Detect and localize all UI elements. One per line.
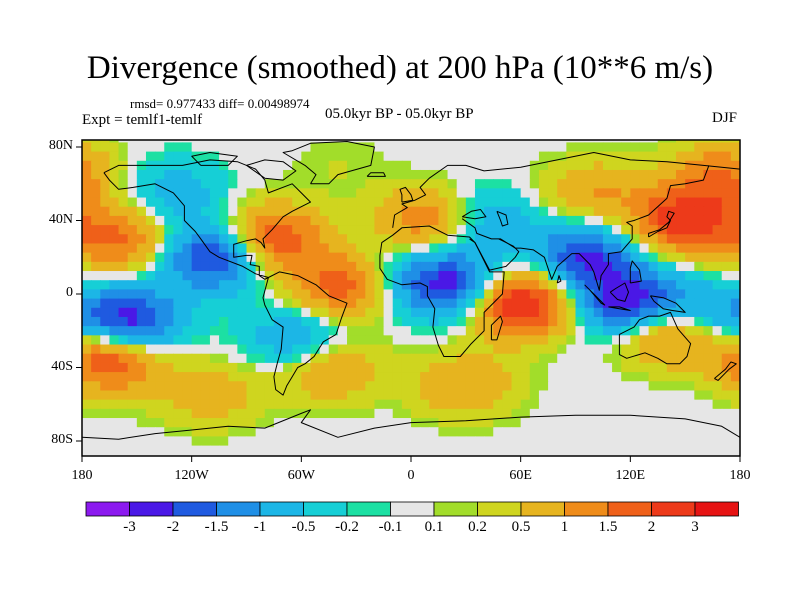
colorbar-swatch (520, 501, 565, 517)
colorbar-label: -0.2 (335, 519, 359, 535)
period-label: 05.0kyr BP - 05.0kyr BP (325, 106, 474, 122)
colorbar-label: -0.1 (378, 519, 403, 535)
colorbar-label: 0.1 (424, 519, 444, 535)
colorbar-label: 2 (647, 519, 656, 535)
colorbar-label: 3 (691, 519, 699, 535)
coastlines (82, 141, 740, 440)
colorbar-swatch (433, 501, 478, 517)
colorbar (85, 501, 739, 517)
colorbar-swatch (85, 501, 130, 517)
colorbar-swatch (259, 501, 304, 517)
y-tick-label: 40S (51, 358, 73, 374)
x-tick-label: 120E (615, 468, 646, 483)
season-label: DJF (712, 110, 738, 126)
colorbar-label: 0.5 (511, 519, 531, 535)
x-tick-label: 60W (287, 468, 315, 483)
colorbar-label: -3 (123, 519, 136, 535)
x-tick-label: 0 (407, 468, 415, 483)
x-tick-label: 180 (729, 468, 751, 483)
colorbar-swatch (651, 501, 696, 517)
colorbar-swatch (129, 501, 174, 517)
y-tick-label: 40N (48, 211, 73, 227)
colorbar-label: 1.5 (598, 519, 618, 535)
y-tick-label: 80S (51, 432, 73, 447)
colorbar-swatch (346, 501, 391, 517)
colorbar-swatch (303, 501, 348, 517)
colorbar-swatch (607, 501, 652, 517)
x-tick-label: 180 (71, 468, 93, 483)
colorbar-label: 1 (560, 519, 569, 535)
colorbar-label: -1 (253, 519, 267, 535)
colorbar-swatch (390, 501, 435, 517)
colorbar-swatch (477, 501, 522, 517)
chart-title: Divergence (smoothed) at 200 hPa (10**6 … (86, 50, 714, 86)
x-tick-label: 60E (509, 468, 532, 483)
colorbar-swatch (564, 501, 609, 517)
colorbar-swatch (694, 501, 739, 517)
y-tick-label: 80N (48, 138, 73, 153)
colorbar-label: -1.5 (204, 519, 229, 535)
experiment-label: Expt = temlf1-temlf (82, 112, 203, 128)
axis-ticks (76, 146, 741, 462)
colorbar-swatch (216, 501, 261, 517)
x-tick-label: 120W (174, 468, 209, 483)
colorbar-label: 0.2 (468, 519, 487, 535)
y-tick-label: 0 (66, 285, 73, 300)
colorbar-label: -2 (166, 519, 180, 535)
divergence-field (82, 140, 740, 456)
stats-text: rmsd= 0.977433 diff= 0.00498974 (130, 96, 310, 111)
colorbar-label: -0.5 (291, 519, 316, 535)
colorbar-swatch (172, 501, 217, 517)
